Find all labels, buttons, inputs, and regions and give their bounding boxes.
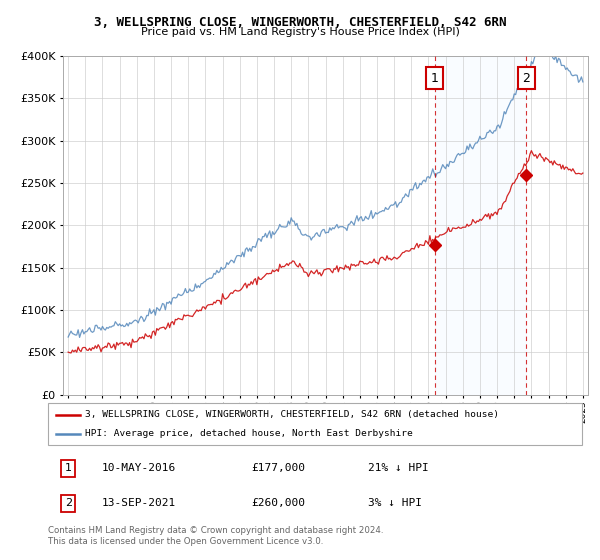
Text: 2: 2 [523,72,530,85]
Text: 21% ↓ HPI: 21% ↓ HPI [368,463,429,473]
Text: HPI: Average price, detached house, North East Derbyshire: HPI: Average price, detached house, Nort… [85,430,413,438]
Text: 3, WELLSPRING CLOSE, WINGERWORTH, CHESTERFIELD, S42 6RN (detached house): 3, WELLSPRING CLOSE, WINGERWORTH, CHESTE… [85,410,499,419]
Text: £260,000: £260,000 [251,498,305,508]
Text: 1: 1 [65,463,72,473]
Text: 3, WELLSPRING CLOSE, WINGERWORTH, CHESTERFIELD, S42 6RN: 3, WELLSPRING CLOSE, WINGERWORTH, CHESTE… [94,16,506,29]
Text: 3% ↓ HPI: 3% ↓ HPI [368,498,422,508]
Bar [435,56,526,395]
Text: Price paid vs. HM Land Registry's House Price Index (HPI): Price paid vs. HM Land Registry's House … [140,27,460,37]
Text: 13-SEP-2021: 13-SEP-2021 [101,498,176,508]
Text: £177,000: £177,000 [251,463,305,473]
FancyBboxPatch shape [48,403,582,445]
Text: Contains HM Land Registry data © Crown copyright and database right 2024.
This d: Contains HM Land Registry data © Crown c… [48,526,383,546]
Text: 1: 1 [431,72,439,85]
Text: 2: 2 [65,498,72,508]
Text: 10-MAY-2016: 10-MAY-2016 [101,463,176,473]
